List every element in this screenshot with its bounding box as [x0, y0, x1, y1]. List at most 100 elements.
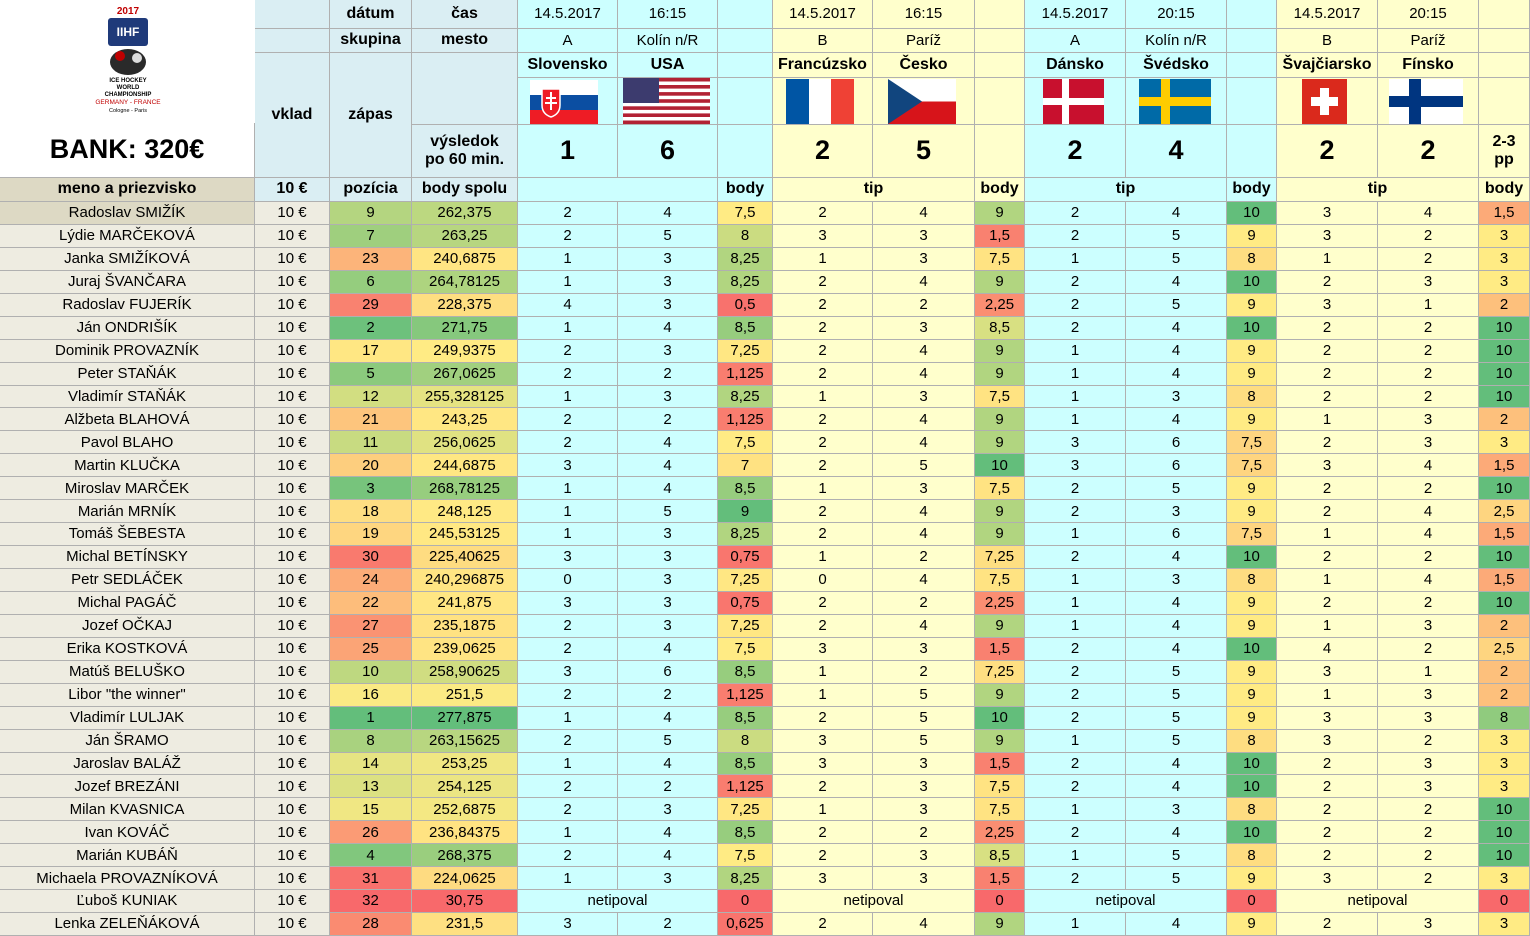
away-tip: 6 [1126, 431, 1227, 455]
match-points: 8 [1227, 247, 1277, 271]
position: 26 [330, 821, 412, 845]
total-points: 268,375 [412, 844, 518, 868]
player-name: Vladimír LULJAK [0, 706, 255, 730]
match-label: zápas [330, 53, 412, 178]
away-tip: 4 [1126, 546, 1227, 569]
total-points: 240,296875 [412, 569, 518, 592]
home-tip: 2 [773, 500, 873, 524]
match-time: 16:15 [618, 0, 718, 29]
match-points: 3 [1479, 247, 1530, 271]
home-tip: 1 [1025, 385, 1126, 409]
away-tip: 4 [1378, 523, 1479, 547]
away-score: 4 [1126, 125, 1227, 178]
stake: 10 € [255, 546, 330, 569]
home-tip: 1 [518, 477, 618, 501]
match-points: 1,5 [975, 224, 1025, 248]
home-tip: 3 [518, 660, 618, 684]
match-points: 9 [1227, 591, 1277, 615]
match-points: 7,5 [975, 569, 1025, 592]
home-tip: 3 [773, 867, 873, 891]
home-team: Slovensko [518, 53, 618, 78]
away-tip: 2 [873, 546, 975, 569]
player-name: Peter STAŇÁK [0, 362, 255, 386]
home-tip: 1 [518, 752, 618, 776]
away-tip: 2 [1378, 477, 1479, 501]
match-points: 10 [975, 454, 1025, 478]
match-points: 7,5 [718, 637, 773, 661]
away-tip: 4 [618, 706, 718, 730]
player-name: Janka SMIŽÍKOVÁ [0, 247, 255, 271]
match-points: 7,25 [718, 614, 773, 638]
match-points: 7,5 [1227, 523, 1277, 547]
points-header: body [1227, 178, 1277, 202]
away-tip: 4 [873, 614, 975, 638]
match-points: 7,5 [975, 775, 1025, 799]
match-points: 9 [975, 339, 1025, 363]
away-tip: 4 [1126, 752, 1227, 776]
away-tip: 4 [873, 270, 975, 294]
match-points: 8,5 [718, 821, 773, 845]
stake: 10 € [255, 775, 330, 799]
home-tip: 1 [1025, 591, 1126, 615]
match-points: 2 [1479, 660, 1530, 684]
home-tip: 2 [773, 408, 873, 432]
match-points: 8 [718, 224, 773, 248]
away-tip: 4 [618, 454, 718, 478]
group-label: skupina [330, 29, 412, 53]
home-tip: 1 [518, 500, 618, 524]
match-points: 7,25 [718, 569, 773, 592]
player-name: Lýdie MARČEKOVÁ [0, 224, 255, 248]
home-tip: 1 [773, 385, 873, 409]
away-tip: 6 [618, 660, 718, 684]
match-points: 0,75 [718, 591, 773, 615]
home-tip: 1 [1025, 844, 1126, 868]
match-points: 8,5 [718, 752, 773, 776]
home-tip: 1 [1025, 913, 1126, 936]
player-name: Ľuboš KUNIAK [0, 890, 255, 914]
match-points: 7,25 [975, 546, 1025, 569]
stake: 10 € [255, 431, 330, 455]
match-points: 3 [1479, 431, 1530, 455]
stake-label: vklad [255, 53, 330, 178]
match-points: 10 [1479, 546, 1530, 569]
result-label: výsledok po 60 min. [412, 125, 518, 178]
match-note [718, 125, 773, 178]
stake: 10 € [255, 913, 330, 936]
total-points: 264,78125 [412, 270, 518, 294]
match-points: 9 [1227, 339, 1277, 363]
match-points: 2 [1479, 408, 1530, 432]
logo-org: IIHF [117, 25, 140, 39]
stake: 10 € [255, 798, 330, 822]
player-name: Marián MRNÍK [0, 500, 255, 524]
match-points: 9 [975, 683, 1025, 707]
home-tip: 2 [773, 339, 873, 363]
header-cell [412, 53, 518, 125]
championship-logo: 2017 IIHF ICE HOCKEY WORLD CHAMPIONSHIP … [95, 6, 161, 114]
away-tip: 3 [618, 867, 718, 891]
away-tip: 3 [618, 339, 718, 363]
home-tip: 0 [773, 569, 873, 592]
home-tip: 1 [1277, 569, 1378, 592]
player-name: Matúš BELUŠKO [0, 660, 255, 684]
home-tip: 2 [1025, 293, 1126, 317]
stake: 10 € [255, 591, 330, 615]
away-tip: 2 [618, 913, 718, 936]
player-name: Juraj ŠVANČARA [0, 270, 255, 294]
player-name: Tomáš ŠEBESTA [0, 523, 255, 547]
header-cell [1479, 78, 1530, 125]
away-tip: 5 [1126, 293, 1227, 317]
home-tip: 2 [773, 454, 873, 478]
away-tip: 2 [1378, 316, 1479, 340]
total-points: 30,75 [412, 890, 518, 914]
home-tip: 1 [773, 247, 873, 271]
match-note: 2-3 pp [1479, 125, 1530, 178]
away-team: Švédsko [1126, 53, 1227, 78]
away-tip: 3 [873, 316, 975, 340]
away-tip: 2 [873, 660, 975, 684]
total-points: 228,375 [412, 293, 518, 317]
total-points: 254,125 [412, 775, 518, 799]
away-tip: 4 [873, 569, 975, 592]
away-score: 5 [873, 125, 975, 178]
match-points: 2 [1479, 293, 1530, 317]
away-tip: 4 [1378, 454, 1479, 478]
